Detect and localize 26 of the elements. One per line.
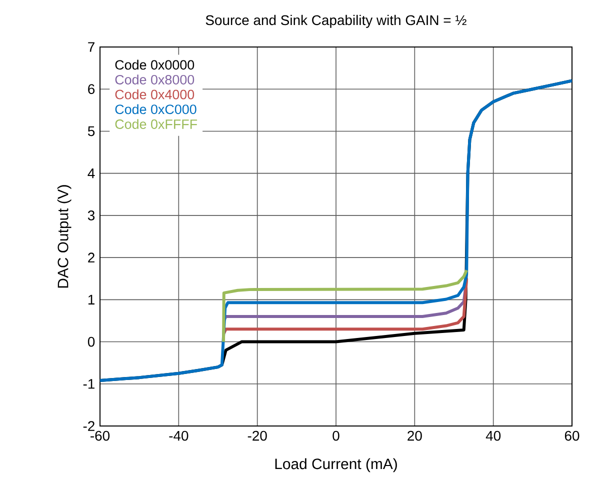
text: Code 0x0000 — [115, 60, 194, 70]
y-tick-label: 6 — [88, 84, 95, 94]
x-tick-label: 40 — [486, 430, 501, 441]
y-tick-label: 1 — [88, 294, 94, 304]
text: Code 0xC000 — [115, 104, 196, 114]
y-axis-title: DAC Output (V) — [57, 185, 72, 288]
x-tick-label: -20 — [248, 430, 267, 441]
text: Code 0xFFFF — [115, 119, 198, 129]
y-tick-label: -2 — [83, 421, 94, 431]
y-tick-label: 2 — [88, 252, 94, 262]
y-tick-label: 5 — [88, 126, 95, 136]
text: Code 0x8000 — [115, 74, 194, 84]
x-axis-title: Load Current (mA) — [275, 458, 397, 472]
line-series — [222, 268, 468, 344]
x-tick-label: -60 — [90, 430, 110, 441]
y-tick-label: 3 — [88, 210, 95, 220]
y-tick-label: 7 — [88, 42, 94, 52]
x-tick-label: 20 — [408, 430, 422, 441]
y-tick-label: 0 — [88, 336, 95, 347]
x-tick-label: -40 — [169, 430, 188, 441]
y-tick-label: -1 — [83, 379, 94, 389]
text: Code 0x4000 — [115, 89, 194, 100]
chart-title: Source and Sink Capability with GAIN = ½ — [206, 14, 466, 28]
x-tick-label: 0 — [332, 430, 340, 441]
x-tick-label: 60 — [564, 430, 580, 441]
y-tick-label: 4 — [88, 168, 95, 178]
